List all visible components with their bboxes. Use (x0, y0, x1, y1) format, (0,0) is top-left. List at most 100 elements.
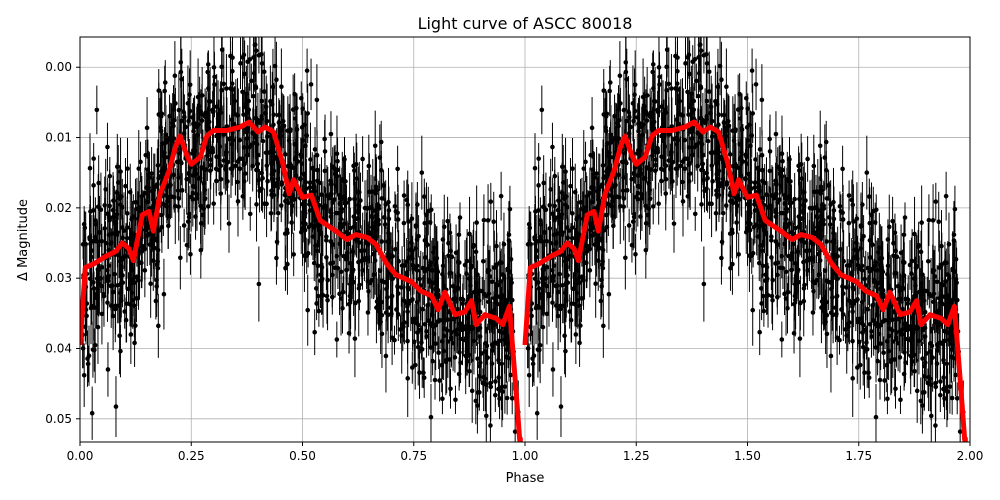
data-point (922, 360, 928, 365)
data-point (578, 323, 583, 328)
data-point (861, 322, 866, 328)
data-point (928, 413, 934, 419)
data-point (136, 166, 142, 171)
data-point (394, 307, 399, 312)
data-point (503, 354, 509, 360)
data-point (466, 330, 471, 335)
data-point (274, 255, 279, 261)
data-point (671, 221, 677, 226)
data-point (705, 138, 711, 144)
data-point (134, 206, 140, 212)
data-point (284, 198, 290, 204)
data-point (536, 183, 541, 188)
data-point (909, 258, 915, 264)
data-point (489, 279, 495, 285)
data-point (167, 113, 172, 119)
data-point (216, 167, 222, 173)
data-point (701, 53, 707, 58)
data-point (873, 414, 879, 420)
data-point (844, 333, 850, 338)
data-point (420, 306, 425, 312)
data-point (132, 280, 137, 285)
data-point (504, 395, 510, 401)
data-point (149, 238, 154, 243)
data-point (271, 122, 276, 128)
data-point (379, 331, 385, 337)
data-point (348, 297, 353, 303)
data-point (178, 255, 183, 261)
data-point (424, 212, 429, 218)
data-point (88, 209, 93, 214)
data-point (264, 134, 270, 139)
data-point (502, 300, 508, 306)
data-point (497, 328, 502, 334)
data-point (562, 290, 568, 296)
data-point (608, 193, 614, 198)
data-point (304, 68, 310, 73)
data-point (919, 220, 924, 225)
data-point (246, 98, 252, 104)
data-point (435, 287, 441, 293)
data-point (259, 98, 265, 104)
data-point (241, 160, 247, 166)
data-point (303, 179, 308, 185)
data-point (308, 82, 314, 87)
data-point (802, 282, 807, 288)
data-point (176, 204, 181, 209)
data-point (224, 86, 229, 91)
data-point (315, 293, 321, 299)
data-point (685, 89, 690, 95)
data-point (417, 276, 423, 282)
data-point (487, 274, 493, 279)
data-point (144, 125, 150, 131)
data-point (383, 353, 389, 359)
data-point (719, 255, 724, 261)
data-point (158, 125, 163, 130)
data-point (485, 267, 491, 273)
data-point (352, 196, 357, 202)
data-point (408, 298, 414, 304)
data-point (412, 316, 418, 322)
data-point (436, 350, 441, 355)
data-point (689, 129, 694, 135)
data-point (279, 84, 284, 89)
data-point (507, 269, 513, 274)
data-point (193, 166, 198, 172)
data-point (244, 136, 250, 141)
data-point (324, 193, 330, 198)
data-point (228, 135, 234, 141)
data-point (123, 254, 129, 259)
data-point (138, 159, 143, 165)
data-point (418, 327, 423, 333)
data-point (854, 216, 860, 221)
data-point (404, 259, 409, 264)
data-point (787, 157, 792, 162)
data-point (938, 340, 943, 345)
data-point (460, 324, 465, 330)
data-point (483, 413, 489, 419)
data-point (433, 292, 439, 298)
data-point (107, 216, 113, 221)
data-point (300, 106, 305, 111)
data-point (890, 218, 895, 224)
data-point (475, 390, 481, 395)
data-point (307, 185, 313, 190)
data-point (933, 423, 938, 428)
data-point (214, 133, 219, 139)
data-point (102, 202, 108, 208)
data-point (92, 234, 98, 240)
data-point (179, 76, 185, 82)
data-point (235, 199, 241, 204)
data-point (97, 276, 102, 281)
data-point (163, 193, 169, 198)
data-point (88, 305, 94, 311)
data-point (257, 120, 263, 126)
data-point (930, 355, 935, 360)
data-point (257, 188, 262, 194)
data-point (702, 188, 707, 194)
data-point (334, 337, 340, 342)
data-point (373, 184, 379, 190)
data-point (356, 208, 361, 213)
data-point (424, 266, 430, 272)
data-point (878, 341, 883, 346)
